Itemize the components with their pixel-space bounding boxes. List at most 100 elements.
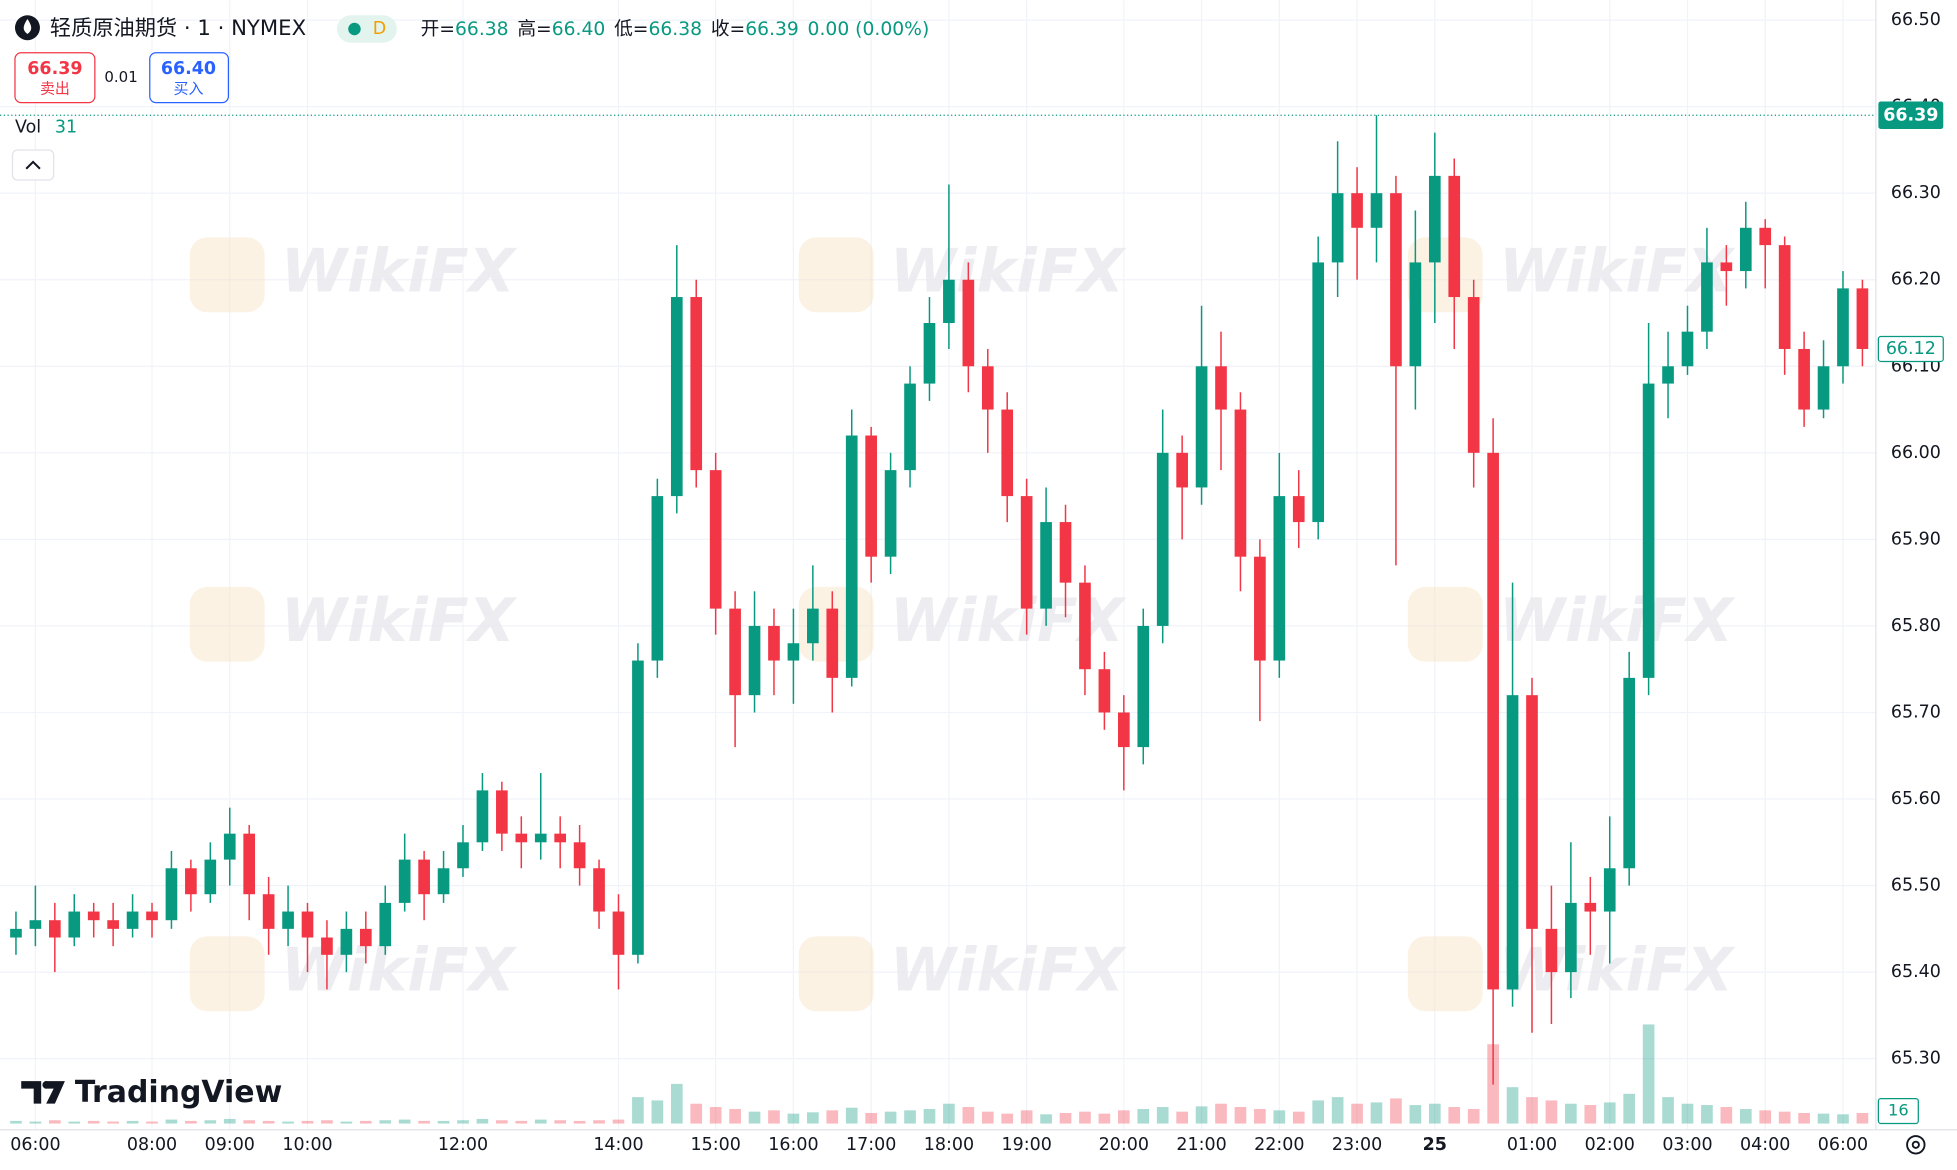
volume-bar [768,1110,780,1124]
volume-bar [1545,1100,1558,1124]
y-tick-label: 66.20 [1891,270,1941,290]
change: 0.00 (0.00%) [808,18,930,39]
volume-bar [1351,1103,1363,1124]
candle-body [165,868,178,921]
watermark: WikiFX [890,236,1127,306]
brand-name[interactable]: TradingView [75,1075,282,1110]
buy-button[interactable] [149,52,230,104]
candle-body [1273,496,1286,661]
candle-body [185,868,197,895]
watermark-logo [189,237,265,313]
candle-body [787,643,800,661]
volume-bar [690,1103,703,1124]
volume-bar [457,1120,469,1124]
watermark: WikiFX [1499,586,1736,656]
x-tick-label: 23:00 [1332,1135,1382,1155]
x-tick-label: 20:00 [1099,1135,1149,1155]
volume-bar [1681,1103,1694,1124]
candle-body [1623,677,1636,869]
candle-body [884,470,897,557]
y-tick-label: 65.50 [1891,876,1941,896]
candle-body [204,859,217,895]
candle-body [1681,331,1694,367]
volume-bar [807,1112,819,1124]
candle-body [690,297,703,471]
volume-bar [1234,1107,1247,1124]
sell-price[interactable]: 66.39 [27,59,82,79]
y-tick-label: 65.80 [1891,616,1941,636]
volume-bar [826,1110,839,1124]
volume-bar [651,1100,664,1124]
candle-body [476,790,489,843]
volume-bar [68,1121,81,1124]
x-tick-label: 14:00 [593,1135,643,1155]
axes: 66.5066.4066.3066.2066.1066.0065.9065.80… [10,10,1941,1155]
volume-bar [670,1083,683,1124]
volume-bar [1448,1107,1461,1124]
candle-body [1176,452,1188,488]
volume-bar [1856,1112,1869,1124]
volume-bar [1623,1093,1636,1124]
candle-body [1156,452,1169,626]
y-tick-label: 65.40 [1891,962,1941,982]
volume-bar [1739,1109,1752,1124]
candle-body [1137,625,1150,748]
candle-body [1195,366,1208,488]
volume-bar [87,1120,100,1124]
candle-body [49,920,61,938]
x-tick-label: 06:00 [10,1135,60,1155]
sell-button[interactable] [14,52,96,104]
ohlc-value: 66.38 [648,18,702,39]
volume-bar [1584,1105,1597,1124]
volume-bar [185,1120,197,1124]
candle-body [398,859,411,903]
status-badge: D [373,19,386,39]
volume-bar [1137,1109,1150,1124]
volume-bar [146,1121,158,1124]
candle-body [1117,712,1130,748]
candle-body [1856,288,1869,349]
status-dot [348,22,361,36]
candle-body [981,366,994,410]
candle-body [1428,175,1441,263]
volume-bar [1565,1103,1577,1124]
volume-bar [1020,1110,1033,1124]
candle-body [1506,695,1519,990]
candle-body [1487,452,1499,990]
volume-bar [1117,1110,1130,1124]
candle-body [10,928,22,938]
watermark-logo [189,586,265,662]
candle-body [515,833,528,843]
buy-price[interactable]: 66.40 [161,59,216,79]
ohlc-value: 66.39 [745,18,799,39]
sell-label[interactable]: 卖出 [40,79,70,97]
volume-bar [107,1121,119,1124]
candle-body [923,323,936,384]
settings-icon[interactable] [1906,1135,1926,1155]
volume-bar [1778,1111,1791,1124]
collapse-button[interactable] [11,149,55,181]
volume-bar [1817,1113,1830,1124]
volume-bar [165,1119,178,1124]
buy-label[interactable]: 买入 [173,79,203,97]
candle-body [1312,262,1325,523]
watermark: WikiFX [1499,236,1736,306]
volume-bar [398,1119,411,1124]
ohlc-value: 66.40 [552,18,606,39]
symbol-title[interactable]: 轻质原油期货 · 1 · NYMEX [50,16,306,41]
volume-bar [1215,1103,1227,1124]
volume-bar [729,1109,741,1124]
volume-bar [1642,1024,1655,1124]
candle-body [1020,496,1033,609]
volume-bar [223,1118,236,1124]
volume-bar [1040,1114,1052,1124]
volume-last: 31 [55,118,77,138]
candle-body [223,833,236,860]
candle-body [1817,366,1830,410]
volume-bar [476,1118,489,1124]
x-tick-label: 09:00 [205,1135,255,1155]
volume-bar [1331,1097,1344,1124]
candle-body [1526,695,1538,929]
volume-bar [262,1120,275,1124]
volume-axis-label: 16 [1888,1101,1909,1120]
